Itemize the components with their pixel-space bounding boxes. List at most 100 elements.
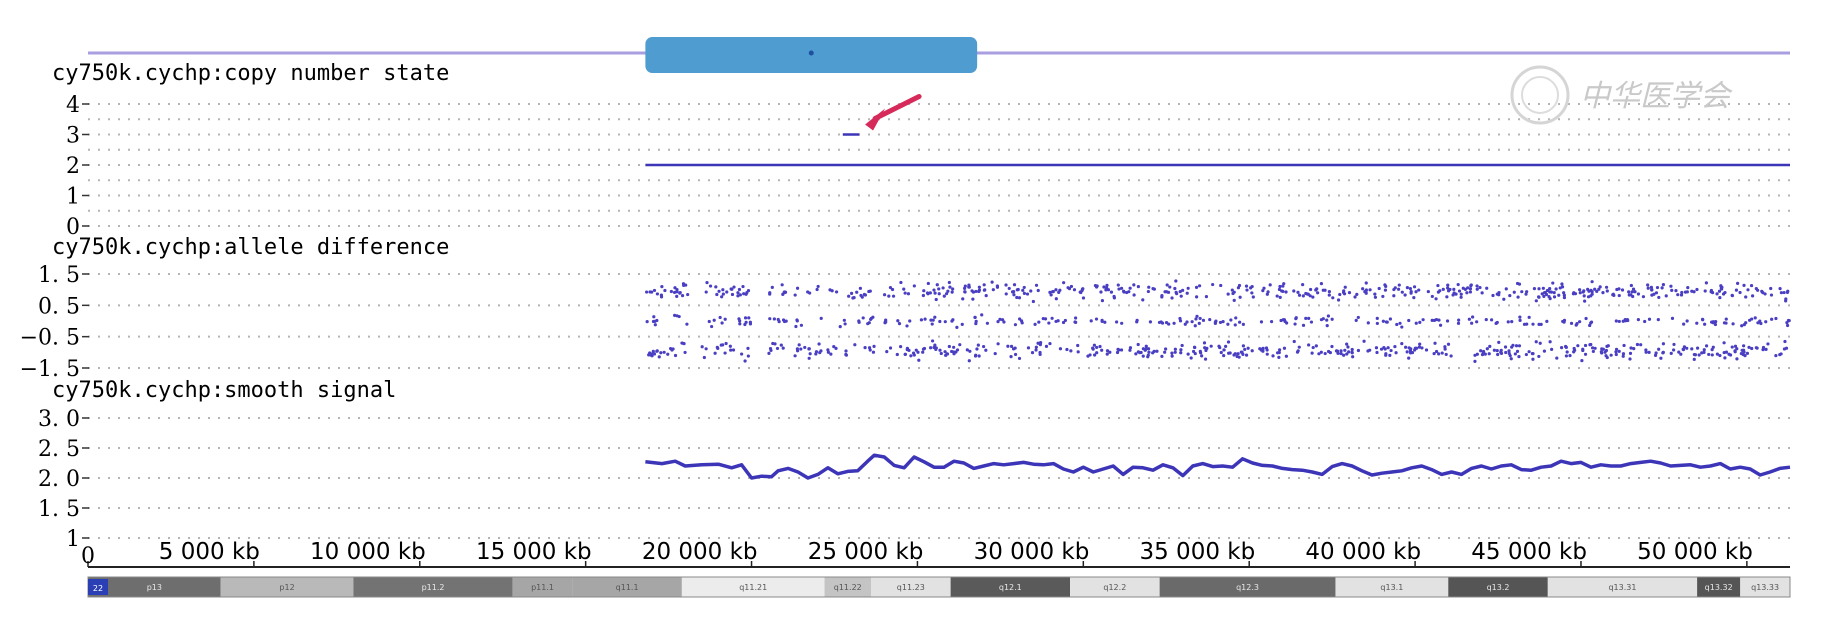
allele-point — [1373, 295, 1378, 299]
allele-point — [1615, 287, 1619, 292]
allele-point — [1628, 357, 1632, 361]
allele-point — [1750, 294, 1755, 298]
allele-point — [714, 285, 718, 289]
allele-point — [1326, 314, 1331, 318]
allele-point — [1695, 321, 1699, 325]
allele-point — [729, 348, 733, 352]
allele-point — [1250, 349, 1254, 353]
allele-point — [1228, 351, 1232, 355]
allele-point — [1740, 324, 1744, 328]
allele-point — [1025, 292, 1030, 296]
allele-point — [1294, 317, 1298, 321]
allele-point — [1569, 321, 1574, 325]
allele-point — [1076, 343, 1080, 348]
allele-point — [1407, 356, 1411, 360]
allele-point — [1238, 320, 1242, 324]
allele-point — [728, 344, 732, 348]
allele-point — [1555, 356, 1559, 360]
allele-point — [1265, 292, 1269, 296]
allele-point — [721, 288, 725, 292]
allele-point — [1301, 323, 1306, 327]
allele-point — [1350, 347, 1354, 352]
allele-point — [1347, 350, 1351, 354]
allele-point — [680, 294, 685, 298]
allele-point — [1342, 353, 1346, 357]
smooth-signal-line — [645, 453, 1791, 480]
allele-point — [1098, 344, 1102, 349]
allele-point — [1238, 295, 1242, 299]
allele-point — [1013, 346, 1017, 350]
allele-point — [1683, 290, 1688, 294]
y-tick-label-copy-number: 2 — [66, 154, 80, 179]
allele-point — [1306, 292, 1310, 296]
allele-point — [955, 325, 959, 329]
y-tick-label-allele-difference: 0. 5 — [38, 294, 80, 319]
allele-point — [1307, 316, 1311, 320]
allele-point — [1304, 316, 1308, 320]
allele-point — [1459, 292, 1463, 296]
allele-point — [1723, 356, 1727, 360]
panel-title-copy-number: cy750k.cychp:copy number state — [52, 61, 449, 86]
allele-point — [1515, 349, 1520, 353]
allele-point — [830, 289, 834, 293]
allele-point — [1236, 352, 1240, 356]
allele-point — [1034, 348, 1038, 352]
ideogram-band-label: q13.2 — [1487, 583, 1510, 592]
allele-point — [1232, 353, 1236, 357]
allele-point — [1542, 349, 1547, 353]
allele-point — [1475, 287, 1479, 291]
allele-point — [1146, 347, 1151, 351]
allele-point — [906, 292, 911, 296]
allele-point — [921, 347, 926, 351]
allele-point — [1532, 286, 1537, 291]
allele-point — [1445, 295, 1449, 299]
allele-point — [1173, 347, 1177, 351]
allele-point — [1517, 344, 1522, 348]
allele-point — [1203, 357, 1208, 361]
allele-point — [1646, 286, 1650, 290]
allele-point — [1491, 293, 1495, 298]
allele-point — [731, 348, 736, 352]
allele-point — [896, 319, 900, 323]
allele-point — [1375, 350, 1379, 355]
allele-point — [780, 283, 784, 287]
allele-point — [1695, 287, 1699, 292]
allele-point — [1277, 355, 1281, 360]
allele-point — [1186, 352, 1190, 356]
allele-point — [951, 287, 955, 291]
allele-point — [974, 321, 978, 326]
allele-point — [1469, 283, 1473, 287]
allele-point — [1420, 346, 1424, 350]
allele-point — [1050, 316, 1054, 320]
allele-point — [1259, 320, 1264, 324]
allele-point — [1361, 287, 1365, 291]
allele-point — [853, 343, 857, 347]
allele-point — [1479, 349, 1483, 353]
allele-point — [1621, 354, 1625, 358]
allele-point — [1127, 290, 1131, 294]
allele-point — [1646, 283, 1650, 287]
allele-point — [659, 293, 664, 297]
allele-point — [748, 320, 752, 324]
allele-point — [1604, 285, 1609, 289]
allele-point — [1745, 351, 1750, 355]
allele-point — [1578, 320, 1582, 324]
allele-point — [938, 348, 942, 352]
allele-point — [1730, 345, 1734, 349]
allele-point — [1424, 348, 1429, 352]
ideogram-band — [1697, 577, 1741, 597]
allele-point — [669, 289, 673, 294]
allele-point — [862, 292, 867, 297]
allele-point — [723, 351, 727, 355]
allele-point — [888, 346, 893, 350]
allele-point — [1186, 286, 1190, 290]
allele-point — [795, 286, 800, 290]
allele-point — [743, 322, 747, 327]
allele-point — [1743, 354, 1747, 358]
ideogram-band — [681, 577, 825, 597]
allele-point — [1560, 282, 1564, 286]
allele-point — [1195, 314, 1199, 318]
allele-point — [652, 315, 656, 319]
allele-point — [1384, 320, 1389, 324]
allele-point — [1311, 295, 1315, 299]
